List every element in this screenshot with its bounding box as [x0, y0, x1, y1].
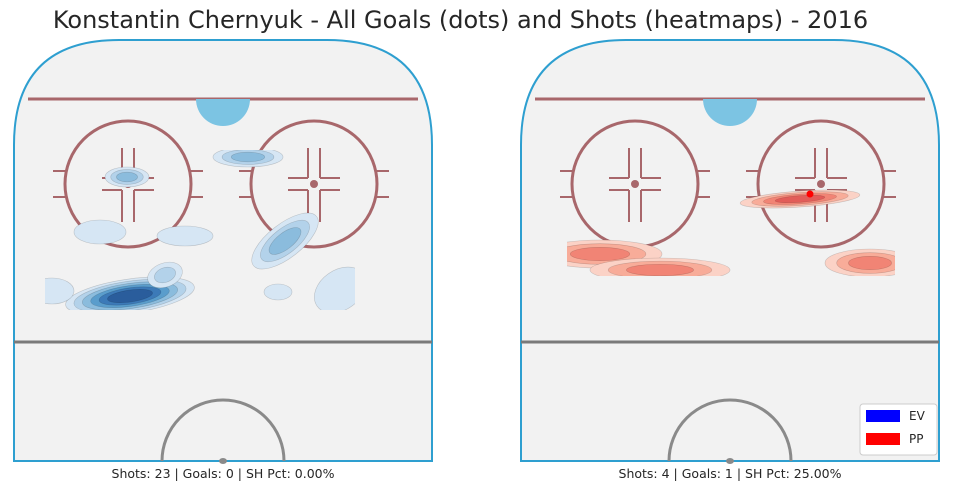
ev-heatmap [45, 150, 355, 310]
faceoff-dot [310, 180, 318, 188]
ev-contour [230, 151, 266, 163]
ev-contour [116, 171, 138, 183]
faceoff-circle-right [239, 119, 389, 249]
goal-crease [196, 99, 250, 126]
caption-right: Shots: 4 | Goals: 1 | SH Pct: 25.00% [619, 466, 842, 481]
faceoff-ring [756, 119, 886, 249]
faceoff-dot [631, 180, 639, 188]
pp-contour [626, 263, 694, 276]
legend-swatch-ev [866, 410, 900, 422]
pp-contour [569, 246, 631, 262]
legend-swatch-pp [866, 433, 900, 445]
goal-crease [703, 99, 757, 126]
center-dot [726, 458, 734, 464]
ev-contour [73, 219, 127, 245]
ev-contour [45, 277, 75, 305]
rink-right: Shots: 4 | Goals: 1 | SH Pct: 25.00% [520, 39, 940, 481]
rink-boards [13, 39, 433, 462]
rink-left: Shots: 23 | Goals: 0 | SH Pct: 0.00% [13, 39, 433, 481]
faceoff-ring [63, 119, 193, 249]
ev-contour [107, 289, 153, 303]
pp-contour [848, 255, 892, 271]
faceoff-dot [817, 180, 825, 188]
goal-dot [806, 190, 814, 198]
ev-contour [154, 266, 176, 284]
pp-heatmap [567, 189, 895, 276]
page-title: Konstantin Chernyuk - All Goals (dots) a… [52, 6, 869, 34]
pp-contour [774, 194, 826, 204]
ev-contour [156, 225, 214, 247]
caption-left: Shots: 23 | Goals: 0 | SH Pct: 0.00% [112, 466, 335, 481]
faceoff-ring [249, 119, 379, 249]
center-circle [667, 398, 793, 462]
center-circle [160, 398, 286, 462]
center-dot [219, 458, 227, 464]
legend-label-pp: PP [909, 432, 923, 446]
ev-contour [263, 283, 293, 301]
rink-boards [520, 39, 940, 462]
ev-contour [268, 227, 302, 255]
goal-dots [806, 190, 814, 198]
legend-label-ev: EV [909, 409, 926, 423]
legend: EV PP [859, 403, 938, 456]
ev-contour [314, 266, 355, 310]
